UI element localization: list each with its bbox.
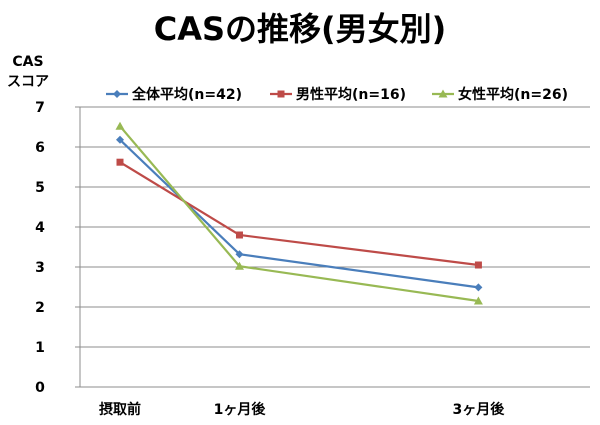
series-line-1 xyxy=(119,161,479,267)
y-tick-label-2: 2 xyxy=(35,300,45,316)
data-point-1-0 xyxy=(116,158,124,166)
data-point-1-2 xyxy=(474,261,482,269)
y-tick-label-5: 5 xyxy=(35,180,45,196)
data-point-0-1 xyxy=(235,250,244,259)
y-axis-label-line-2: スコア xyxy=(7,74,49,90)
legend-label-0: 全体平均(n=42) xyxy=(131,86,242,103)
y-tick-label-3: 3 xyxy=(35,260,45,276)
y-tick-label-1: 1 xyxy=(35,340,45,356)
legend-marker-0 xyxy=(113,90,121,98)
x-tick-label-2: 3ヶ月後 xyxy=(453,401,506,418)
data-point-2-2 xyxy=(473,296,483,305)
series-1 xyxy=(116,158,482,269)
data-point-0-0 xyxy=(116,135,124,144)
series-2 xyxy=(115,121,483,305)
y-axis-label-line-1: CAS xyxy=(12,54,43,70)
x-tick-label-0: 摂取前 xyxy=(99,401,141,418)
y-tick-label-4: 4 xyxy=(35,220,45,236)
chart-title: CASの推移(男女別) xyxy=(154,10,447,48)
series-line-0 xyxy=(119,139,479,289)
legend-marker-2 xyxy=(438,89,448,98)
axes: 0 1 2 3 4 5 6 7 摂取前 1ヶ月後 3ヶ月後 xyxy=(35,100,590,418)
series-line-2 xyxy=(119,125,479,303)
x-tick-label-1: 1ヶ月後 xyxy=(214,401,267,418)
legend: 全体平均(n=42) 男性平均(n=16) 女性平均(n=26) xyxy=(106,86,568,103)
data-point-1-1 xyxy=(235,231,243,239)
legend-marker-1 xyxy=(277,90,285,98)
y-tick-label-0: 0 xyxy=(35,380,45,396)
series-0 xyxy=(116,135,483,292)
y-tick-label-6: 6 xyxy=(35,140,45,156)
series-lines xyxy=(115,121,483,305)
data-point-2-0 xyxy=(115,121,125,130)
data-point-0-2 xyxy=(474,283,483,292)
grid xyxy=(80,106,590,348)
y-tick-label-7: 7 xyxy=(35,100,45,116)
legend-label-2: 女性平均(n=26) xyxy=(458,86,568,103)
data-point-2-1 xyxy=(234,261,244,270)
legend-label-1: 男性平均(n=16) xyxy=(296,86,406,103)
